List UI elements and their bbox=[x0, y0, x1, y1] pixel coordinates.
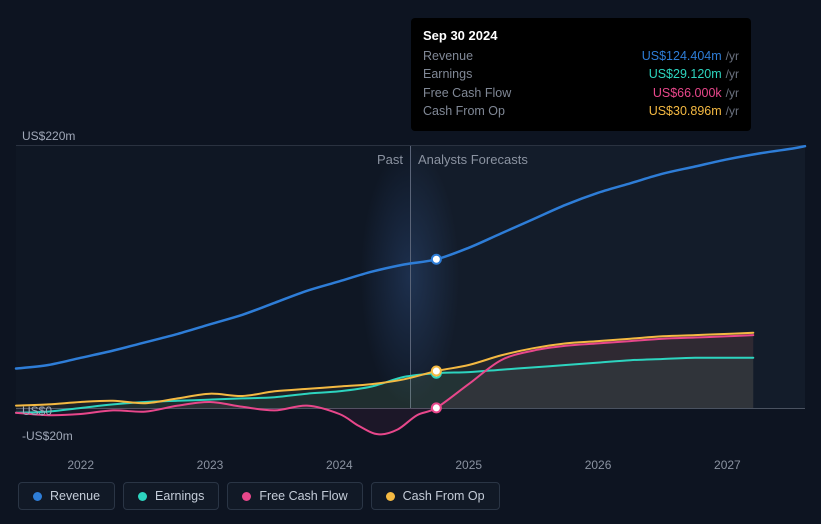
legend-item-free-cash-flow[interactable]: Free Cash Flow bbox=[227, 482, 362, 510]
y-axis-label: US$0 bbox=[22, 404, 52, 418]
legend-label: Revenue bbox=[50, 489, 100, 503]
legend-dot-icon bbox=[242, 492, 251, 501]
tooltip-row-unit: /yr bbox=[726, 66, 739, 83]
forecast-label: Analysts Forecasts bbox=[418, 152, 528, 167]
tooltip-row: Earnings US$29.120m/yr bbox=[423, 65, 739, 83]
financial-forecast-chart: US$220m US$0 -US$20m 2022 2023 2024 2025 2026 2… bbox=[0, 0, 821, 524]
y-axis-label: US$220m bbox=[22, 129, 75, 143]
legend-item-cash-from-op[interactable]: Cash From Op bbox=[371, 482, 500, 510]
chart-tooltip: Sep 30 2024 RevenueUS$124.404m/yrEarning… bbox=[411, 18, 751, 131]
series-marker-revenue bbox=[432, 255, 441, 264]
legend-label: Free Cash Flow bbox=[259, 489, 347, 503]
tooltip-row-unit: /yr bbox=[726, 103, 739, 120]
tooltip-row-label: Revenue bbox=[423, 47, 473, 65]
y-axis-label: -US$20m bbox=[22, 429, 73, 443]
legend-label: Earnings bbox=[155, 489, 204, 503]
tooltip-row-unit: /yr bbox=[726, 48, 739, 65]
tooltip-row-value: US$124.404m bbox=[642, 47, 722, 65]
legend-item-earnings[interactable]: Earnings bbox=[123, 482, 219, 510]
legend-dot-icon bbox=[33, 492, 42, 501]
x-axis-label: 2023 bbox=[197, 458, 224, 472]
tooltip-row-value: US$29.120m bbox=[649, 65, 722, 83]
tooltip-row-value: US$30.896m bbox=[649, 102, 722, 120]
series-fill-cfo bbox=[16, 333, 753, 408]
tooltip-row-value: US$66.000k bbox=[653, 84, 722, 102]
x-axis-label: 2026 bbox=[585, 458, 612, 472]
tooltip-row-label: Free Cash Flow bbox=[423, 84, 511, 102]
legend-label: Cash From Op bbox=[403, 489, 485, 503]
tooltip-row: Cash From Op US$30.896m/yr bbox=[423, 102, 739, 120]
tooltip-row: Free Cash Flow US$66.000k/yr bbox=[423, 84, 739, 102]
tooltip-row: Revenue US$124.404m/yr bbox=[423, 47, 739, 65]
x-axis-label: 2025 bbox=[455, 458, 482, 472]
x-axis-label: 2022 bbox=[67, 458, 94, 472]
legend-item-revenue[interactable]: Revenue bbox=[18, 482, 115, 510]
legend-dot-icon bbox=[138, 492, 147, 501]
tooltip-date: Sep 30 2024 bbox=[423, 28, 739, 43]
series-marker-cfo bbox=[432, 367, 441, 376]
tooltip-row-label: Earnings bbox=[423, 65, 472, 83]
x-axis-label: 2027 bbox=[714, 458, 741, 472]
chart-legend: Revenue Earnings Free Cash Flow Cash From O… bbox=[18, 482, 500, 510]
tooltip-row-unit: /yr bbox=[726, 85, 739, 102]
past-label: Past bbox=[377, 152, 403, 167]
tooltip-row-label: Cash From Op bbox=[423, 102, 505, 120]
x-axis-label: 2024 bbox=[326, 458, 353, 472]
series-marker-fcf bbox=[432, 403, 441, 412]
legend-dot-icon bbox=[386, 492, 395, 501]
